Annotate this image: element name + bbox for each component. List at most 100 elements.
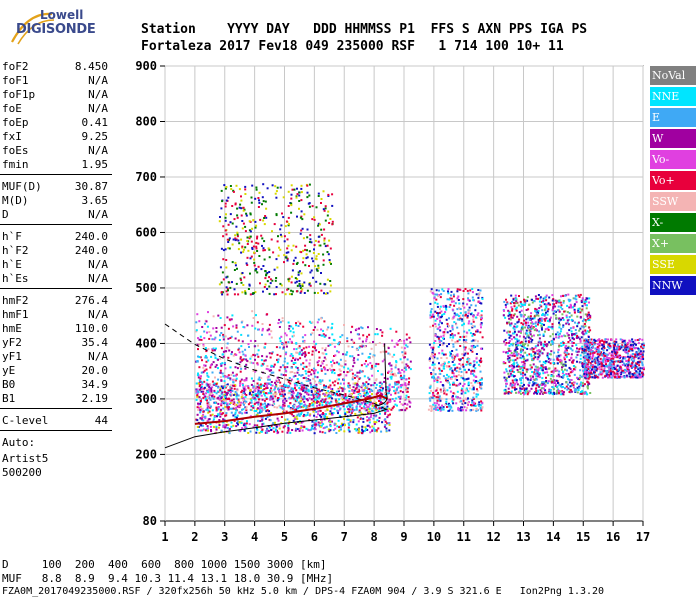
echo-point [523,357,526,360]
echo-point [335,432,338,434]
echo-point [195,391,198,394]
echo-point [388,388,391,391]
echo-point [301,429,304,432]
echo-point [349,404,352,407]
echo-point [572,326,575,329]
echo-point [222,335,225,338]
echo-point [228,427,231,430]
echo-point [320,228,323,231]
echo-point [576,386,579,389]
echo-point [356,348,358,351]
echo-point [357,354,360,356]
echo-point [224,335,227,338]
echo-point [328,259,331,261]
echo-point [564,360,567,363]
echo-point [461,314,464,317]
echo-point [530,387,533,390]
echo-point [304,397,306,400]
echo-point [217,406,220,408]
echo-point [363,362,366,365]
echo-point [458,370,460,373]
echo-point [526,296,529,299]
echo-point [257,265,260,268]
echo-point [542,301,544,304]
echo-point [276,417,279,420]
echo-point [461,357,464,359]
echo-point [244,193,247,195]
echo-point [584,299,587,302]
echo-point [317,267,320,270]
echo-point [222,249,225,252]
echo-point [340,422,343,425]
echo-point [377,370,379,372]
echo-point [263,258,266,261]
echo-point [277,322,280,325]
echo-point [242,392,245,394]
echo-point [544,385,547,388]
echo-point [289,330,292,333]
echo-point [386,422,389,425]
echo-point [210,355,213,358]
echo-point [308,362,311,365]
echo-point [211,380,214,383]
echo-point [552,341,555,344]
echo-point [474,309,477,312]
echo-point [203,415,206,418]
echo-point [430,389,433,392]
echo-point [292,390,294,393]
echo-point [263,223,266,226]
echo-point [439,319,441,322]
echo-point [234,402,236,405]
echo-point [589,316,592,319]
echo-point [314,239,317,242]
echo-point [270,336,273,339]
echo-point [531,335,533,338]
echo-point [503,376,506,379]
echo-point [206,325,209,328]
echo-point [589,392,592,394]
echo-point [218,424,221,426]
echo-point [305,376,308,379]
echo-point [554,367,557,370]
echo-point [236,216,239,219]
echo-point [245,394,248,396]
echo-point [409,341,412,344]
echo-point [576,322,579,325]
echo-point [253,402,256,405]
echo-point [251,324,254,327]
echo-point [558,326,561,329]
echo-point [230,188,233,190]
echo-point [446,380,449,382]
echo-point [576,334,579,337]
echo-point [531,327,534,330]
echo-point [447,290,449,293]
echo-point [379,386,382,389]
echo-point [319,430,322,433]
echo-point [258,255,261,257]
echo-point [240,195,242,198]
echo-point [560,360,563,363]
echo-point [254,398,257,401]
echo-point [201,387,204,390]
echo-point [455,402,458,405]
echo-point [539,296,542,299]
echo-point [232,424,235,427]
echo-point [243,276,246,279]
echo-point [579,293,582,296]
echo-point [506,351,509,353]
echo-point [312,252,315,254]
echo-point [329,425,332,428]
echo-point [532,357,535,360]
echo-point [586,313,588,316]
echo-point [295,263,298,265]
echo-point [288,325,291,327]
echo-point [246,256,249,259]
echo-point [306,398,308,401]
echo-point [516,338,519,341]
echo-point [353,341,356,344]
echo-point [347,384,350,387]
echo-point [359,411,362,414]
echo-point [252,362,255,365]
echo-point [463,346,466,349]
echo-point [432,315,435,318]
